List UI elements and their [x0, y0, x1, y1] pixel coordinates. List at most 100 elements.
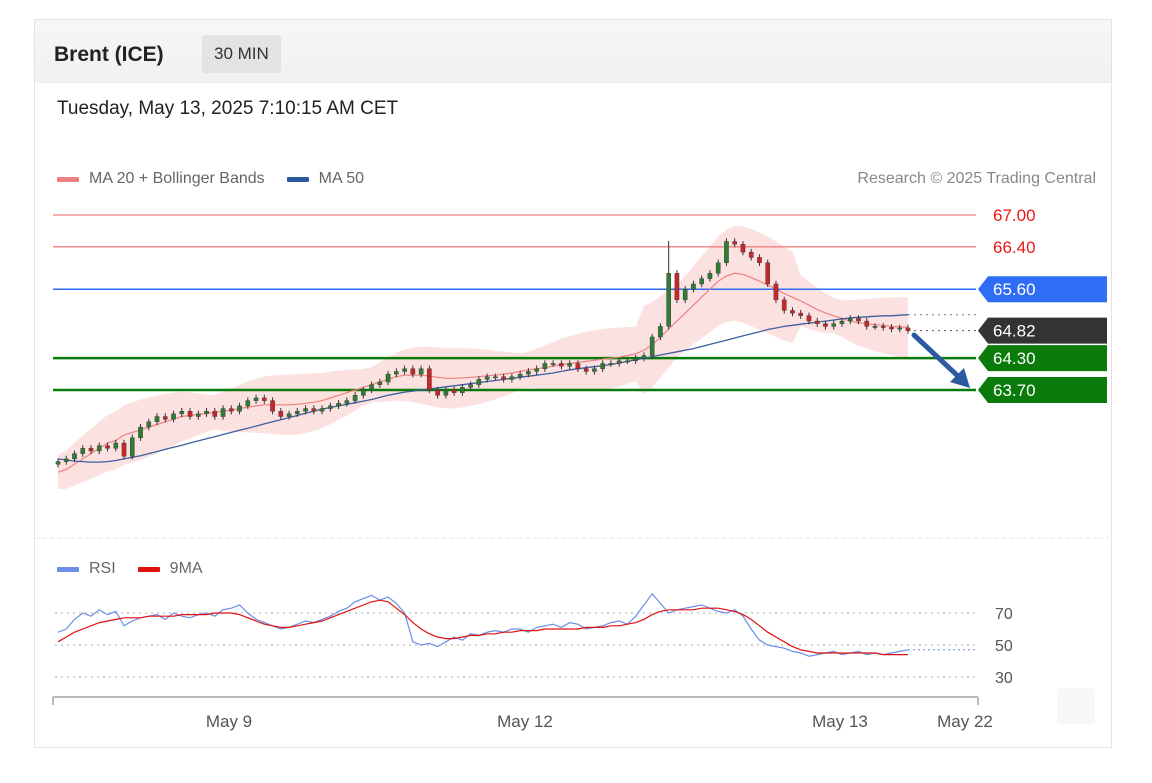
candle-body [550, 363, 556, 365]
candle-body [864, 320, 870, 327]
legend-swatch-ma20 [57, 176, 79, 182]
candle-body [600, 363, 605, 369]
candle-body [542, 363, 548, 369]
candle-body [179, 411, 185, 415]
candle-body [212, 411, 218, 417]
candle-body [435, 389, 440, 396]
candle-body [278, 411, 284, 417]
candle-body [798, 312, 804, 316]
legend-item-ma20: MA 20 + Bollinger Bands [57, 170, 265, 188]
ma50-line [57, 314, 909, 463]
candle-body [352, 395, 358, 401]
instrument-title: Brent (ICE) [54, 43, 164, 66]
candle-body [220, 408, 226, 417]
candle-body [715, 262, 721, 274]
candle-body [418, 368, 424, 375]
candle-body [88, 448, 94, 452]
chart-header: Brent (ICE) 30 MIN [35, 20, 1111, 83]
candle-body [311, 408, 317, 412]
candle-body [575, 363, 581, 369]
candle-body [187, 411, 193, 417]
rsi-legend: RSI 9MA [57, 560, 225, 578]
legend-swatch-ma50 [286, 176, 309, 182]
main-legend: MA 20 + Bollinger Bands MA 50 [57, 170, 386, 188]
level-tag-66.40: 66.40 [993, 238, 1036, 257]
candle-body [286, 413, 292, 417]
candle-body [592, 368, 597, 372]
level-tag-65.60: 65.60 [993, 280, 1036, 299]
candle-body [666, 273, 671, 327]
rsi-line [57, 592, 909, 657]
level-tag-64.82: 64.82 [993, 322, 1036, 341]
candle-body [344, 400, 350, 404]
candle-body [336, 403, 341, 407]
candle-body [501, 376, 506, 380]
candle-body [105, 445, 110, 449]
candle-body [831, 323, 837, 327]
candle-body [451, 389, 457, 393]
candle-body [765, 262, 771, 285]
candle-body [658, 326, 663, 338]
rsi-9ma-line [57, 599, 908, 656]
candle-body [138, 426, 143, 438]
candle-body [443, 389, 449, 396]
candle-body [121, 442, 127, 457]
candle-body [625, 360, 630, 363]
candle-body [616, 360, 622, 364]
candle-body [237, 405, 242, 412]
watermark-box [1057, 688, 1095, 724]
candle-body [96, 445, 102, 452]
candle-body [427, 368, 432, 391]
candle-body [608, 363, 614, 365]
candle-body [633, 357, 638, 362]
candle-body [493, 376, 498, 379]
candle-body [905, 327, 911, 331]
candle-body [369, 384, 374, 391]
candle-body [691, 283, 696, 290]
candle-body [823, 323, 828, 327]
legend-label-9ma: 9MA [169, 560, 203, 577]
legend-item-rsi: RSI [57, 560, 116, 578]
candle-body [682, 289, 688, 301]
candle-body [162, 416, 168, 420]
candle-body [146, 421, 152, 428]
legend-swatch-rsi [57, 566, 79, 572]
candle-body [410, 368, 416, 375]
interval-button[interactable]: 30 MIN [202, 35, 281, 73]
candle-body [460, 387, 465, 393]
candle-body [80, 448, 86, 454]
x-tick-label: May 13 [812, 712, 868, 731]
level-badge-63.70 [978, 377, 1107, 403]
candle-body [361, 389, 366, 396]
candle-body [262, 397, 267, 401]
candle-body [385, 373, 391, 383]
candle-body [872, 326, 878, 328]
candle-body [204, 411, 209, 415]
candle-body [229, 408, 234, 412]
candle-body [806, 315, 812, 322]
candle-body [72, 453, 77, 460]
x-tick-label: May 12 [497, 712, 553, 731]
x-tick-label: May 22 [937, 712, 993, 731]
candle-body [649, 336, 655, 356]
candle-body [484, 376, 490, 380]
forecast-arrow-head [950, 368, 970, 388]
candle-body [732, 241, 737, 245]
candle-body [880, 326, 886, 328]
candle-body [897, 327, 903, 330]
rsi-tick-30: 30 [995, 670, 1013, 687]
rsi-tick-50: 50 [995, 638, 1013, 655]
candle-body [724, 241, 729, 263]
candle-body [526, 371, 531, 375]
candle-body [534, 368, 539, 372]
candle-body [757, 257, 762, 263]
candle-body [377, 381, 383, 385]
level-tag-67.00: 67.00 [993, 206, 1036, 225]
candle-body [270, 400, 275, 412]
candle-body [154, 416, 160, 423]
candle-body [402, 368, 407, 372]
level-badge-65.60 [978, 276, 1107, 303]
candle-body [889, 327, 894, 330]
candle-body [113, 442, 119, 449]
